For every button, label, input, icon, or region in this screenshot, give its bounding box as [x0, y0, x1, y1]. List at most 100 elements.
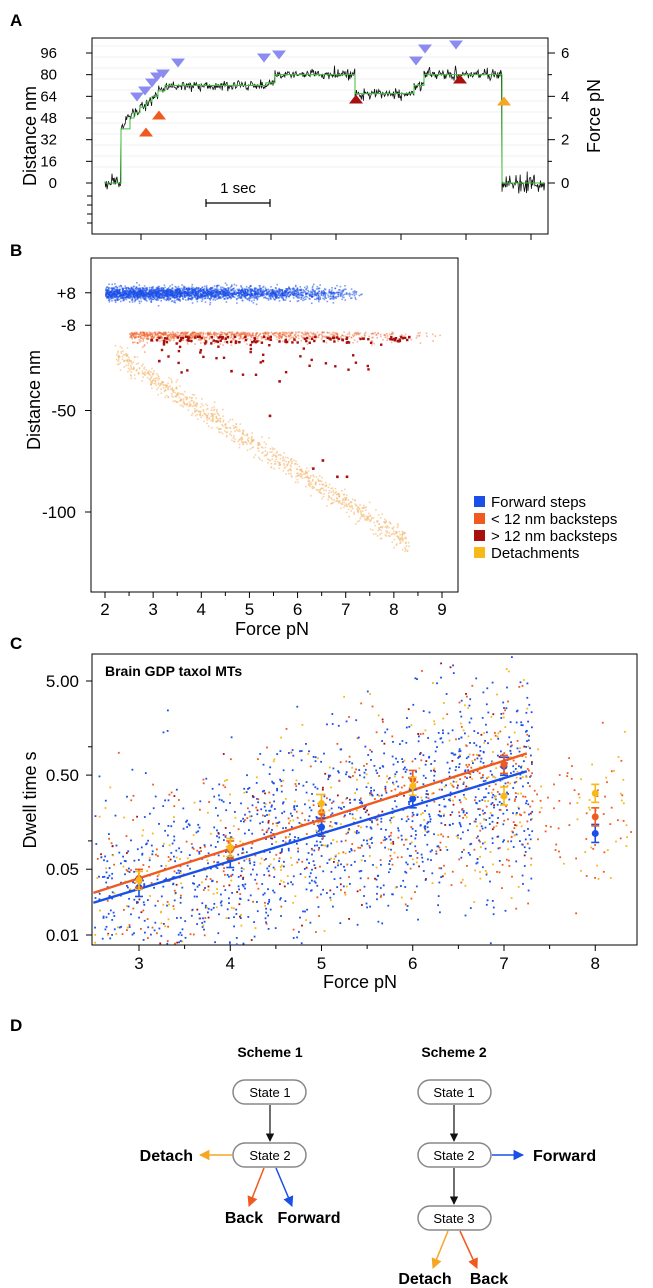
panel-b-ylabel: Distance nm — [24, 350, 44, 450]
forward-step-point — [217, 297, 220, 300]
detachment-point — [289, 468, 292, 471]
forward-step-point — [168, 294, 171, 296]
forward-step-point — [231, 292, 234, 294]
detachment-point — [176, 401, 178, 404]
detachment-point — [369, 515, 372, 517]
small-backstep-point — [300, 340, 303, 342]
forward-step-point — [132, 289, 134, 292]
detachment-point — [172, 400, 174, 403]
forward-step-point — [201, 298, 204, 301]
detachment-point — [148, 370, 151, 372]
forward-step-point — [121, 290, 124, 293]
small-backstep-point — [206, 333, 209, 335]
forward-step-point — [177, 287, 179, 290]
small-backstep-point — [272, 333, 274, 335]
forward-step-point — [204, 294, 206, 297]
detachment-point — [389, 535, 391, 537]
forward-step-point — [303, 286, 306, 289]
detachment-point — [251, 432, 253, 434]
forward-step-point — [210, 295, 212, 297]
detachment-point — [290, 457, 293, 460]
forward-step-point — [134, 296, 137, 299]
small-backstep-point — [262, 332, 265, 335]
small-backstep-point — [133, 335, 135, 337]
small-backstep-point — [399, 335, 401, 338]
detachment-point — [231, 418, 234, 421]
small-backstep-point — [145, 337, 148, 340]
detachment-point — [157, 376, 160, 378]
large-backstep-marker — [349, 94, 363, 104]
detachment-point — [226, 426, 229, 429]
detachment-point — [372, 517, 375, 519]
detachment-point — [195, 410, 197, 412]
forward-step-point — [181, 295, 183, 298]
small-backstep-point — [316, 331, 319, 334]
detachment-point — [373, 521, 376, 524]
detachment-point — [121, 347, 123, 349]
detachment-point — [294, 481, 297, 484]
forward-step-point — [337, 291, 339, 294]
legend: Forward steps< 12 nm backsteps> 12 nm ba… — [474, 494, 617, 562]
dwell-time-point — [442, 835, 445, 838]
forward-step-point — [241, 289, 243, 292]
forward-step-point — [136, 293, 139, 296]
forward-step-point — [221, 289, 223, 291]
forward-step-point — [194, 293, 197, 296]
small-backstep-point — [134, 337, 136, 340]
detachment-point — [356, 510, 359, 512]
detachment-point — [153, 378, 155, 380]
detachment-point — [376, 521, 378, 523]
large-backstep-point — [345, 475, 349, 479]
small-backstep-point — [294, 334, 296, 336]
detachment-point — [234, 438, 236, 440]
small-backstep-point — [267, 331, 269, 334]
detachment-point — [179, 400, 182, 402]
dwell-time-point — [458, 737, 460, 740]
forward-step-point — [182, 293, 185, 295]
forward-step-point — [239, 297, 242, 299]
small-backstep-point — [161, 336, 163, 338]
small-backstep-point — [164, 333, 166, 336]
small-backstep-point — [309, 335, 311, 338]
detachment-point — [289, 468, 291, 470]
large-backstep-point — [176, 336, 179, 339]
forward-step-point — [133, 300, 136, 303]
detachment-point — [245, 441, 248, 444]
small-backstep-point — [239, 334, 242, 337]
detachment-point — [216, 417, 219, 420]
detachment-point — [278, 467, 281, 470]
detachment-point — [175, 387, 178, 389]
small-backstep-point — [281, 333, 283, 336]
large-backstep-point — [397, 340, 400, 343]
detachment-point — [401, 534, 404, 536]
forward-step-point — [196, 298, 199, 300]
large-backstep-point — [222, 356, 226, 359]
panel-c-frame — [91, 653, 638, 946]
forward-step-point — [234, 289, 236, 292]
detachment-point — [216, 408, 218, 411]
detachment-point — [132, 366, 135, 369]
forward-step-point — [288, 287, 290, 290]
large-backstep-point — [254, 373, 258, 376]
panel-b-y-tick-label: -100 — [42, 503, 76, 522]
forward-step-point — [269, 295, 271, 297]
detachment-point — [328, 489, 331, 492]
forward-step-point — [290, 291, 292, 294]
forward-step-point — [322, 297, 324, 300]
forward-step-point — [116, 292, 119, 294]
small-backstep-point — [355, 331, 357, 334]
dwell-time-point — [333, 861, 335, 863]
small-backstep-point — [129, 336, 131, 339]
detachment-point — [369, 520, 372, 522]
small-backstep-point — [239, 332, 242, 334]
large-backstep-point — [184, 335, 188, 338]
detachment-point — [205, 408, 208, 411]
forward-step-point — [204, 301, 207, 303]
small-backstep-point — [358, 333, 360, 336]
forward-step-point — [232, 290, 234, 292]
forward-step-point — [183, 287, 185, 289]
detachment-point — [307, 484, 310, 486]
detachment-point — [283, 467, 286, 469]
dwell-time-point — [462, 817, 464, 819]
forward-step-point — [267, 299, 270, 301]
